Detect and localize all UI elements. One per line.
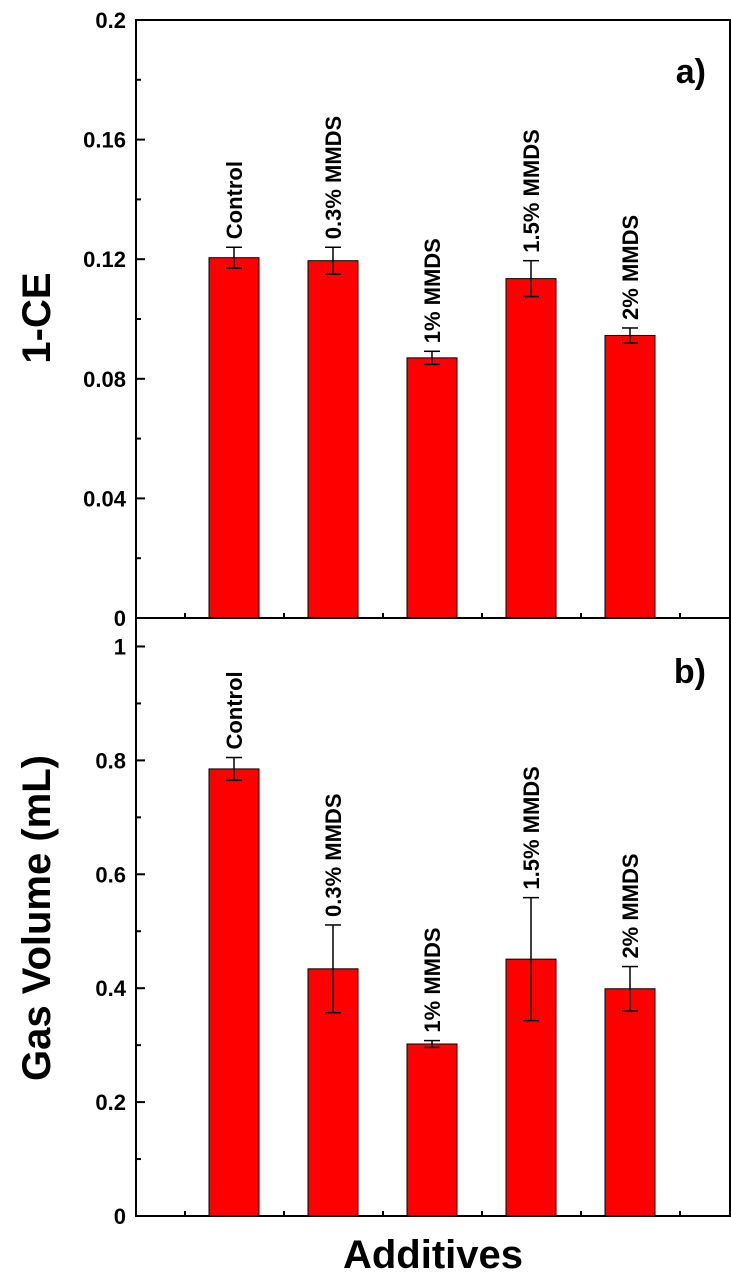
y-tick-label: 0.4 xyxy=(95,976,126,1001)
bar-category-label: Control xyxy=(222,161,247,239)
bar-category-label: 0.3% MMDS xyxy=(321,116,346,239)
y-tick-label: 0.2 xyxy=(95,8,126,33)
panel-a-bar-chart: 0 0.04 0.08 0.12 0.16 0.2 Control 0.3% MMDS 1% M… xyxy=(83,8,731,631)
y-tick-label: 0.12 xyxy=(83,247,126,272)
panel-label-b: b) xyxy=(674,653,706,691)
panel-b-bar-chart: 0 0.2 0.4 0.6 0.8 1 Control 0.3% MMDS 1% MMDS 1.5… xyxy=(95,617,731,1229)
x-axis-title-additives: Additives xyxy=(343,1233,523,1277)
bar-category-label: 1.5% MMDS xyxy=(519,766,544,889)
y-axis-title-1-ce: 1-CE xyxy=(15,272,59,363)
bar xyxy=(406,1043,458,1217)
bar-category-label: 1% MMDS xyxy=(420,927,445,1032)
bar-category-label: 2% MMDS xyxy=(618,215,643,320)
bar xyxy=(604,334,656,619)
y-tick-label: 0.8 xyxy=(95,748,126,773)
bar-category-label: 1.5% MMDS xyxy=(519,129,544,252)
y-tick-label: 0 xyxy=(114,606,126,631)
bar xyxy=(406,357,458,619)
y-tick-label: 0.04 xyxy=(83,486,127,511)
y-axis-title-gas-volume: Gas Volume (mL) xyxy=(15,755,59,1081)
bar xyxy=(307,260,359,619)
y-tick-label: 0.08 xyxy=(83,367,126,392)
bar xyxy=(208,257,260,619)
bar xyxy=(505,278,557,619)
bar-category-label: Control xyxy=(222,671,247,749)
y-tick-label: 0.16 xyxy=(83,128,126,153)
bar-category-label: 1% MMDS xyxy=(420,238,445,343)
y-tick-label: 0 xyxy=(114,1204,126,1229)
bar xyxy=(604,988,656,1217)
y-tick-label: 1 xyxy=(114,634,126,659)
panel-label-a: a) xyxy=(676,53,706,91)
bar-category-label: 2% MMDS xyxy=(618,853,643,958)
y-tick-label: 0.2 xyxy=(95,1090,126,1115)
y-tick-label: 0.6 xyxy=(95,862,126,887)
bar xyxy=(208,768,260,1217)
bar-category-label: 0.3% MMDS xyxy=(321,793,346,916)
